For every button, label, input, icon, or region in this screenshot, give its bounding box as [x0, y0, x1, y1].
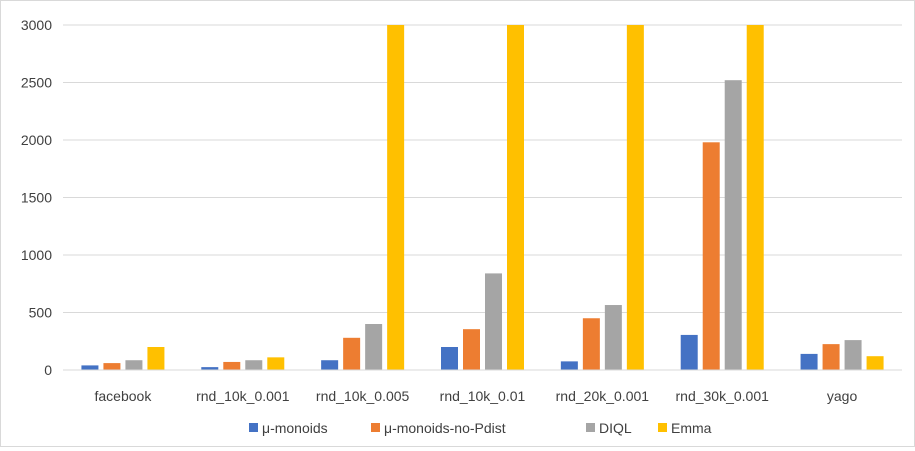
legend-swatch: [586, 423, 595, 432]
legend-label: Emma: [671, 420, 712, 436]
bar-diql-3: [485, 273, 502, 370]
bars: [81, 25, 884, 370]
grid-lines: [63, 24, 902, 313]
bar--monoids-6: [800, 353, 818, 370]
y-tick-label: 1500: [21, 190, 52, 206]
bar-diql-2: [365, 324, 383, 370]
bar--monoids-no-pdist-2: [343, 337, 361, 370]
legend-label: μ-monoids: [262, 420, 328, 436]
x-tick-label: rnd_10k_0.001: [196, 388, 290, 404]
y-tick-label: 2000: [21, 132, 52, 148]
bar--monoids-4: [560, 361, 578, 370]
bar-emma-4: [626, 25, 644, 370]
legend-swatch: [658, 423, 667, 432]
x-tick-label: rnd_10k_0.005: [316, 388, 410, 404]
x-tick-label: rnd_30k_0.001: [676, 388, 770, 404]
bar-emma-6: [866, 356, 884, 370]
bar-emma-2: [387, 25, 405, 370]
bar-diql-6: [844, 340, 862, 370]
bar--monoids-no-pdist-0: [103, 363, 121, 370]
bar--monoids-no-pdist-1: [223, 361, 241, 370]
bar--monoids-5: [680, 334, 698, 370]
bar-diql-5: [724, 80, 742, 370]
legend-swatch: [371, 423, 380, 432]
bar-diql-1: [245, 360, 263, 370]
x-tick-label: facebook: [95, 388, 153, 404]
bar-diql-4: [604, 305, 622, 370]
x-tick-label: rnd_10k_0.01: [440, 388, 526, 404]
x-tick-label: rnd_20k_0.001: [556, 388, 650, 404]
legend-label: μ-monoids-no-Pdist: [384, 420, 506, 436]
bar--monoids-1: [201, 367, 219, 370]
y-tick-label: 3000: [21, 17, 52, 33]
x-axis-ticks: facebook rnd_10k_0.001 rnd_10k_0.005 rnd_10…: [95, 388, 858, 404]
bar--monoids-no-pdist-6: [822, 344, 840, 370]
bar--monoids-no-pdist-3: [463, 329, 480, 370]
legend-label: DIQL: [599, 420, 632, 436]
bar--monoids-0: [81, 365, 99, 370]
legend: μ-monoids μ-monoids-no-Pdist DIQL Emma: [249, 420, 712, 436]
bar--monoids-2: [321, 360, 339, 370]
y-axis-ticks: 0 500 1000 1500 2000 2500 3000: [21, 17, 52, 378]
bar--monoids-no-pdist-4: [582, 318, 600, 370]
bar-emma-1: [267, 357, 285, 370]
y-tick-label: 0: [44, 362, 52, 378]
bar-emma-5: [746, 25, 764, 370]
bar--monoids-3: [441, 347, 458, 370]
x-tick-label: yago: [827, 388, 858, 404]
y-tick-label: 2500: [21, 75, 52, 91]
bar-emma-3: [507, 25, 524, 370]
legend-swatch: [249, 423, 258, 432]
bar-emma-0: [147, 347, 165, 370]
y-tick-label: 500: [29, 305, 53, 321]
y-tick-label: 1000: [21, 247, 52, 263]
bar-diql-0: [125, 360, 143, 370]
bar--monoids-no-pdist-5: [702, 142, 720, 370]
